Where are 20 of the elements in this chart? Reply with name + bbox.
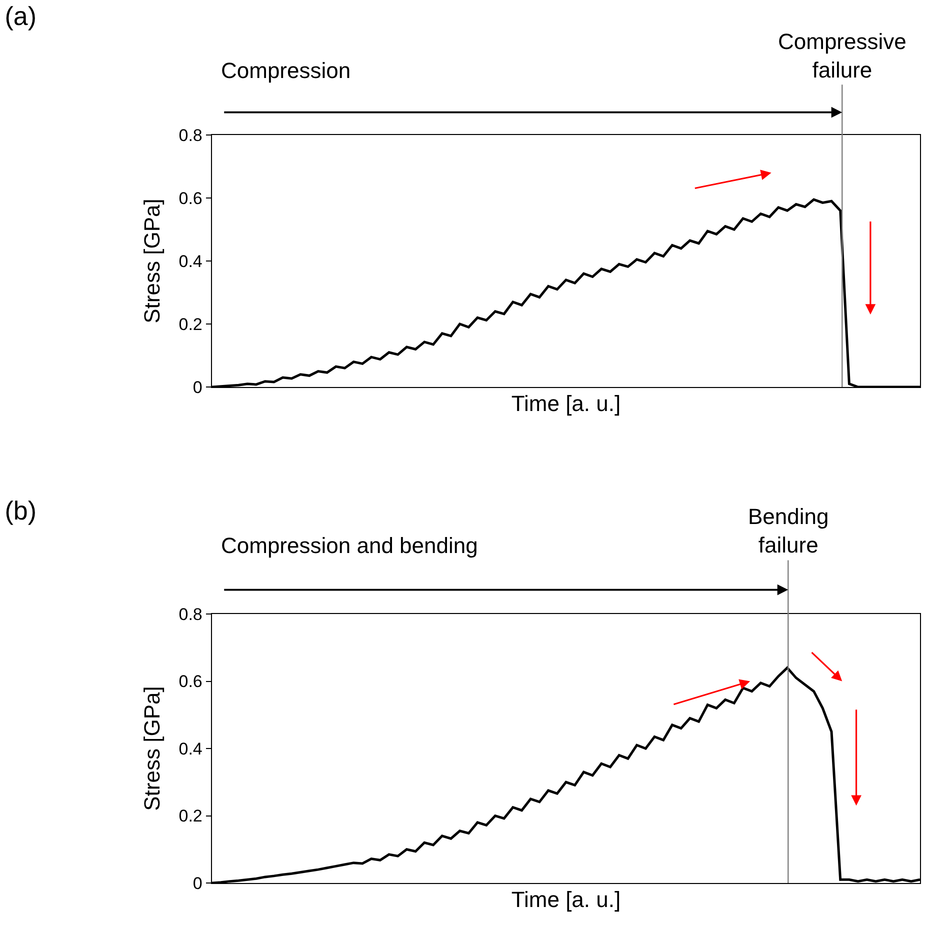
chart-title: (b) [4,495,36,526]
y-tick-label: 0.4 [178,252,202,271]
y-tick-label: 0.8 [178,604,202,624]
text: Compression and bending [221,533,478,558]
y-tick-label: 0.8 [178,126,202,145]
y-tick-label: 0.2 [178,806,202,826]
y-tick-label: 0 [192,874,202,893]
y-tick-label: 0.2 [178,314,202,334]
y-tick-label: 0.6 [178,188,202,208]
y-tick-label: 0 [192,378,202,397]
text: Bending failure [748,504,829,558]
y-tick-label: 0.4 [178,739,202,758]
y-tick-label: 0.6 [178,672,202,692]
x-axis-title: Time [a. u.] [511,391,621,416]
y-axis-title: Stress [GPa] [140,686,165,811]
text: Compressive failure [778,29,906,83]
y-axis-title: Stress [GPa] [140,198,165,324]
chart-title: (a) [4,1,36,32]
x-axis-title: Time [a. u.] [511,887,621,912]
text: Compression [221,58,351,83]
